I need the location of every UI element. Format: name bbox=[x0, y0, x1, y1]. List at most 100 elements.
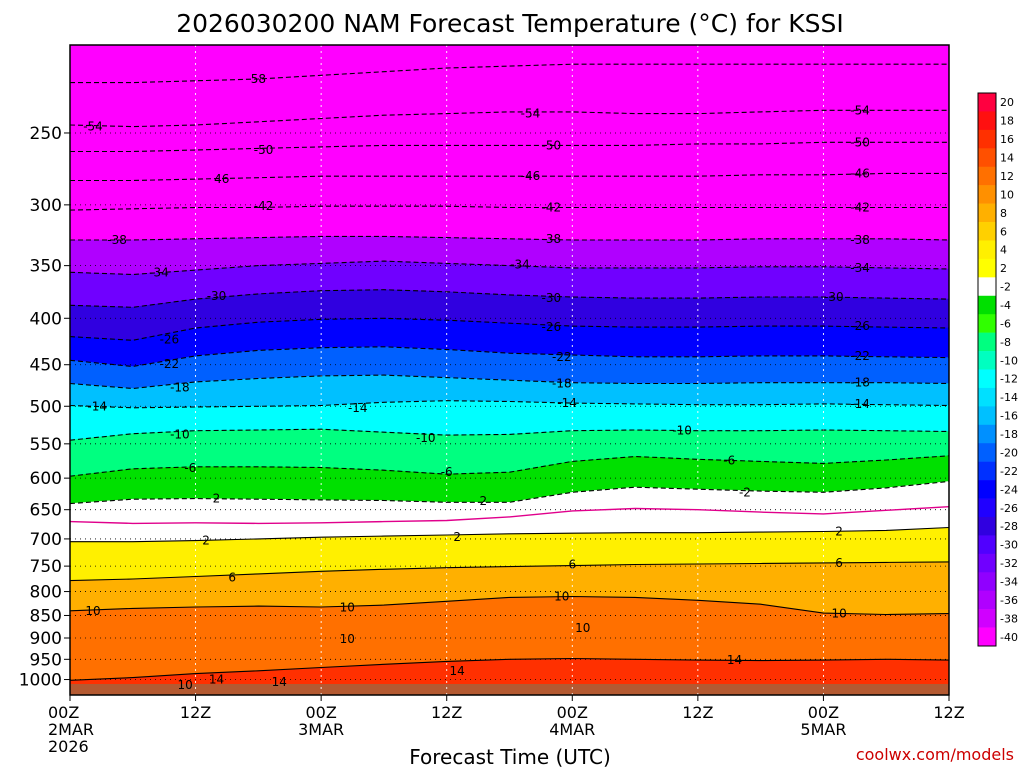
isotherm-label: -22 bbox=[160, 357, 180, 371]
isotherm-label: -50 bbox=[254, 143, 274, 157]
isotherm-label: 14 bbox=[450, 664, 465, 678]
isotherm-label: 2 bbox=[453, 530, 461, 544]
x-tick-label: 00Z bbox=[305, 703, 336, 722]
isotherm-label: -34 bbox=[510, 258, 530, 272]
colorbar-label: -30 bbox=[1000, 539, 1018, 552]
isotherm-label: 2 bbox=[213, 492, 221, 506]
y-tick-label: 550 bbox=[30, 435, 62, 455]
x-tick-label: 00Z bbox=[557, 703, 588, 722]
isotherm-label: -10 bbox=[170, 427, 190, 441]
colorbar-label: -16 bbox=[1000, 410, 1018, 423]
x-tick-label: 5MAR bbox=[800, 720, 846, 739]
isotherm-label: 2 bbox=[835, 525, 843, 539]
colorbar-swatch bbox=[978, 258, 996, 278]
y-tick-label: 850 bbox=[30, 606, 62, 626]
temperature-band bbox=[70, 205, 949, 241]
isotherm-label: -10 bbox=[672, 424, 692, 438]
y-tick-label: 400 bbox=[30, 309, 62, 329]
isotherm-line bbox=[70, 235, 949, 241]
isotherm-line bbox=[70, 595, 949, 616]
isotherm-line bbox=[70, 374, 949, 390]
colorbar-label: 2 bbox=[1000, 262, 1007, 275]
colorbar-label: 6 bbox=[1000, 225, 1007, 238]
isotherm-label: -42 bbox=[254, 199, 274, 213]
colorbar-swatch bbox=[978, 222, 996, 241]
colorbar-swatch bbox=[978, 553, 996, 573]
colorbar-swatch bbox=[978, 572, 996, 591]
isotherm-label: -38 bbox=[850, 233, 870, 247]
colorbar-swatch bbox=[978, 369, 996, 389]
grid bbox=[70, 45, 949, 695]
colorbar-label: -40 bbox=[1000, 631, 1018, 644]
colorbar-label: 4 bbox=[1000, 244, 1007, 257]
isotherm-label: -26 bbox=[850, 319, 870, 333]
colorbar-swatch bbox=[978, 387, 996, 407]
y-tick-label: 300 bbox=[30, 196, 62, 216]
colorbar-swatch bbox=[978, 461, 996, 481]
colorbar-label: -2 bbox=[1000, 281, 1011, 294]
plot-area: 58 -54 -54 -54 -50 -50 -50 46 -46 -46 -42 -42 -42 -38… bbox=[70, 45, 949, 695]
isotherm-line bbox=[70, 346, 949, 368]
colorbar-swatch bbox=[978, 424, 996, 444]
x-tick-label: 4MAR bbox=[549, 720, 595, 739]
colorbar-label: -18 bbox=[1000, 428, 1018, 441]
isotherm-label: -14 bbox=[557, 396, 577, 410]
colorbar-swatch bbox=[978, 406, 996, 426]
x-tick-label: 12Z bbox=[933, 703, 964, 722]
isotherm-line bbox=[70, 317, 949, 341]
colorbar-frame bbox=[977, 92, 997, 647]
y-tick-label: 1000 bbox=[19, 671, 62, 691]
y-tick-label: 500 bbox=[30, 397, 62, 417]
isotherm-line bbox=[70, 480, 949, 505]
colorbar-swatch bbox=[978, 332, 996, 352]
isotherm-label: -30 bbox=[824, 290, 844, 304]
isotherm-label: -30 bbox=[542, 291, 562, 305]
isotherm-label: -18 bbox=[170, 381, 190, 395]
x-tick-label: 3MAR bbox=[298, 720, 344, 739]
colorbar-swatch bbox=[978, 609, 996, 628]
isotherm-label: -30 bbox=[207, 289, 227, 303]
isotherm-line bbox=[70, 205, 949, 211]
colorbar-label: -28 bbox=[1000, 520, 1018, 533]
colorbar-label: -4 bbox=[1000, 299, 1011, 312]
isotherm-label: -26 bbox=[542, 320, 562, 334]
isotherm-label: -50 bbox=[542, 138, 562, 152]
plot-frame bbox=[69, 44, 950, 696]
colorbar-swatch bbox=[978, 590, 996, 610]
x-tick-label: 00Z bbox=[808, 703, 839, 722]
y-tick-label: 350 bbox=[30, 257, 62, 277]
colorbar-label: 14 bbox=[1000, 152, 1014, 165]
colorbar-label: -36 bbox=[1000, 594, 1018, 607]
source-credit: coolwx.com/models bbox=[856, 745, 1014, 764]
colorbar-swatch bbox=[978, 93, 996, 112]
isotherm-label: -34 bbox=[149, 265, 169, 279]
colorbar-swatch bbox=[978, 240, 996, 260]
isotherm-label: -22 bbox=[552, 350, 572, 364]
isotherm-lines bbox=[70, 63, 949, 681]
isotherm-label: -18 bbox=[552, 377, 572, 391]
colorbar-swatch bbox=[978, 535, 996, 555]
isotherm-label: -6 bbox=[441, 465, 453, 479]
isotherm-line bbox=[70, 400, 949, 409]
y-tick-label: 800 bbox=[30, 583, 62, 603]
isotherm-label: -46 bbox=[850, 166, 870, 180]
x-tick-label: 00Z bbox=[48, 703, 79, 722]
colorbar-label: -24 bbox=[1000, 483, 1018, 496]
isotherm-label: 10 bbox=[340, 632, 355, 646]
y-axis: 250 300 350 400 450 500 550 600 650 700 750 800 850 9… bbox=[19, 124, 70, 691]
colorbar-label: -8 bbox=[1000, 336, 1011, 349]
isotherm-label: -38 bbox=[107, 233, 127, 247]
colorbar-swatch bbox=[978, 129, 996, 149]
colorbar-swatch bbox=[978, 277, 996, 297]
isotherm-line bbox=[70, 526, 949, 543]
isotherm-label: -18 bbox=[850, 376, 870, 390]
colorbar-label: -22 bbox=[1000, 465, 1018, 478]
colorbar-label: -34 bbox=[1000, 575, 1018, 588]
isotherm-label: 10 bbox=[831, 607, 846, 621]
colorbar-swatch bbox=[978, 111, 996, 131]
isotherm-label: -14 bbox=[348, 401, 368, 415]
isotherm-label: -38 bbox=[542, 232, 562, 246]
isotherm-labels: 58 -54 -54 -54 -50 -50 -50 46 -46 -46 -42 -42 -42 -38… bbox=[83, 72, 870, 692]
isotherm-label: -42 bbox=[850, 200, 870, 214]
isotherm-label: -34 bbox=[850, 261, 870, 275]
